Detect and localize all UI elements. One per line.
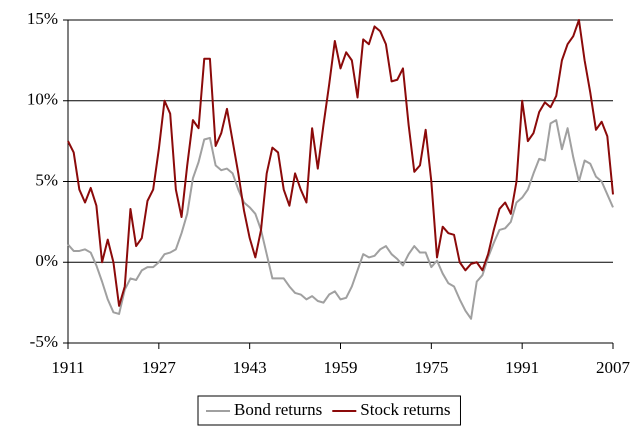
series-line: [67, 119, 614, 320]
legend-label: Stock returns: [360, 400, 450, 419]
x-tick-label: 1959: [324, 358, 358, 377]
x-tick-label: 1975: [414, 358, 448, 377]
y-tick-label: 5%: [35, 170, 58, 189]
x-tick-label: 1911: [51, 358, 84, 377]
x-tick-label: 1927: [142, 358, 177, 377]
x-tick-label: 2007: [596, 358, 631, 377]
legend-box: [197, 395, 461, 426]
x-tick-label: 1943: [233, 358, 267, 377]
legend-label: Bond returns: [234, 400, 322, 419]
y-tick-label: 10%: [27, 90, 58, 109]
y-tick-label: -5%: [30, 332, 58, 351]
y-tick-label: 15%: [27, 9, 58, 28]
x-tick-label: 1991: [505, 358, 539, 377]
y-tick-label: 0%: [35, 251, 58, 270]
series-line: [67, 19, 614, 307]
